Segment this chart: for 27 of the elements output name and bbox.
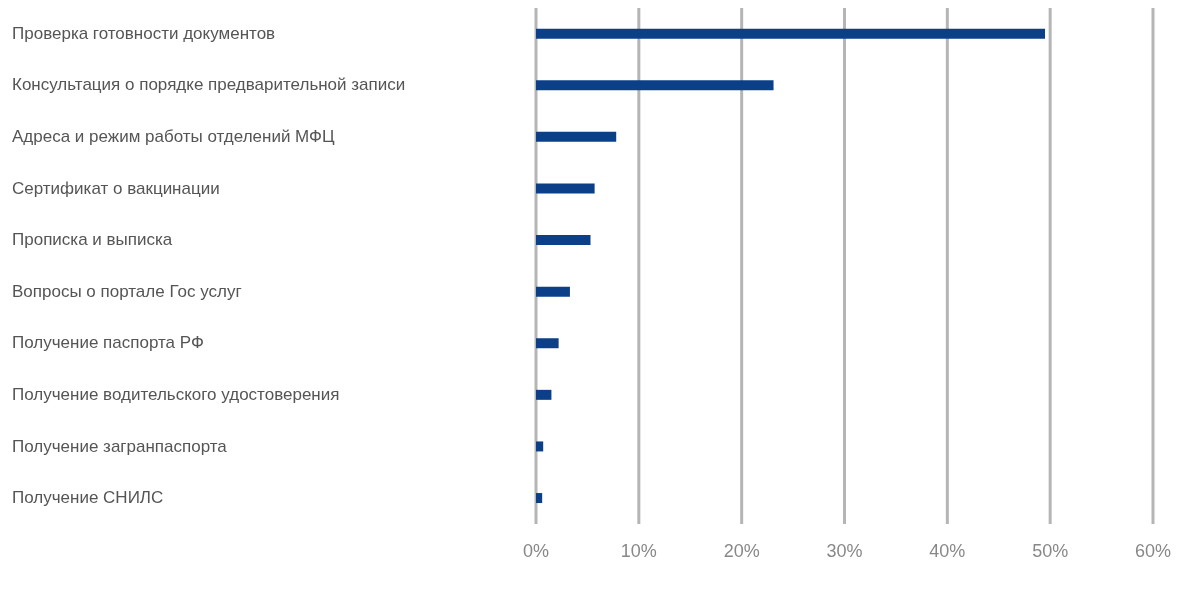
bar	[536, 493, 543, 504]
y-tick-label: Получение загранпаспорта	[12, 436, 228, 456]
y-tick-label: Адреса и режим работы отделений МФЦ	[12, 127, 335, 146]
y-tick-label: Консультация о порядке предварительной записи	[12, 75, 406, 95]
bar	[536, 183, 595, 194]
x-tick-label: 30%	[826, 540, 863, 561]
x-tick-label: 40%	[929, 540, 966, 561]
bar	[536, 338, 559, 349]
y-tick-label: Получение паспорта РФ	[12, 333, 204, 353]
bar	[536, 235, 591, 246]
y-tick-label: Получение водительского удостоверения	[12, 385, 340, 404]
y-tick-label: Прописка и выписка	[12, 230, 173, 250]
x-tick-label: 0%	[522, 540, 550, 561]
y-tick-label: Сертификат о вакцинации	[12, 178, 220, 198]
bar	[536, 286, 570, 297]
x-tick-label: 20%	[723, 540, 760, 561]
bar	[536, 28, 1046, 39]
x-tick-label: 50%	[1032, 540, 1069, 561]
x-tick-label: 10%	[620, 540, 657, 561]
y-tick-label: Получение СНИЛС	[12, 488, 164, 508]
bar	[536, 441, 544, 452]
bar	[536, 131, 617, 142]
y-tick-label: Вопросы о портале Гос услуг	[12, 281, 242, 301]
bar	[536, 389, 552, 400]
bar	[536, 80, 774, 91]
x-tick-label: 60%	[1134, 540, 1172, 561]
y-tick-label: Проверка готовности документов	[12, 23, 276, 43]
